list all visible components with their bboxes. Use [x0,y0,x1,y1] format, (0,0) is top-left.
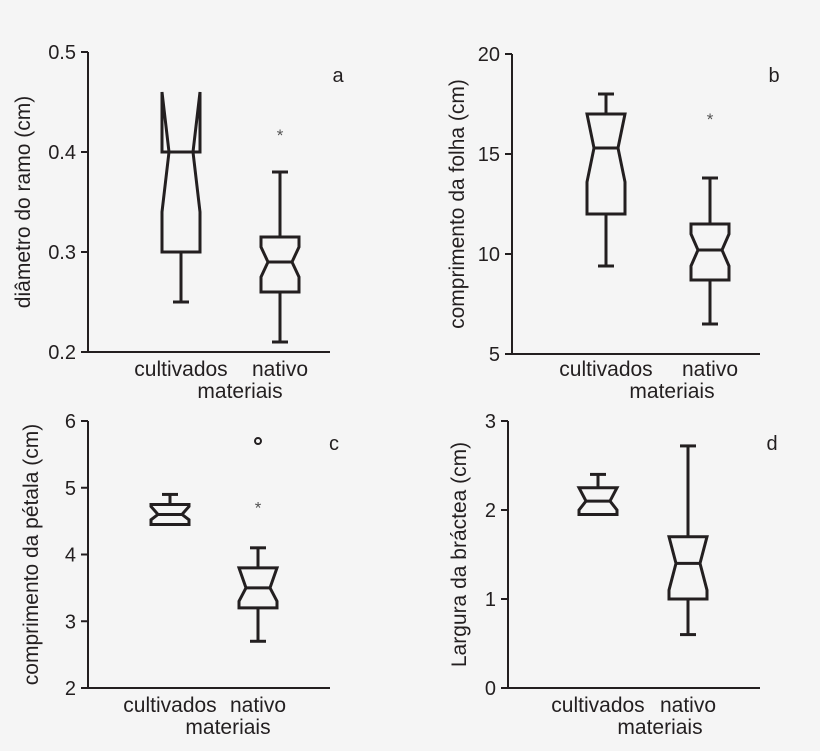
y-tick-label: 3 [485,411,496,433]
box-cultivados [585,92,627,268]
y-tick-label: 3 [65,611,76,633]
y-tick-label: 5 [65,478,76,500]
notched-box [585,112,627,216]
outlier-star: * [707,110,714,129]
outlier-circle [254,437,262,446]
y-tick-label: 1 [485,589,496,611]
notched-box [259,235,301,294]
y-tick-label: 0.2 [48,342,76,364]
x-category-label: nativo [230,694,286,717]
y-tick-label: 0.5 [48,42,76,64]
y-tick-label: 4 [65,545,76,567]
x-category-label: cultivados [559,358,652,381]
y-tick-label: 5 [489,344,500,366]
y-tick-label: 2 [485,500,496,522]
y-axis-title: diâmetro do ramo (cm) [12,96,35,308]
y-tick-label: 10 [478,244,500,266]
y-tick-label: 0.4 [48,142,76,164]
notched-box [576,486,620,516]
x-axis-title: materiais [617,716,702,739]
notched-box [160,91,202,254]
y-tick-label: 6 [65,411,76,433]
notched-box [667,535,709,601]
y-tick-label: 20 [478,44,500,66]
panel-label: b [768,65,779,87]
x-category-label: cultivados [551,694,644,717]
x-category-label: nativo [682,358,738,381]
panel-label: a [332,65,344,87]
y-axis-title: comprimento da folha (cm) [446,79,469,329]
x-category-label: cultivados [134,358,227,381]
box-cultivados [160,91,202,304]
y-tick-label: 15 [478,144,500,166]
x-category-label: cultivados [123,694,216,717]
notched-box [236,566,280,610]
box-nativo: * [259,126,301,344]
box-cultivados [149,492,191,526]
x-axis-title: materiais [185,716,270,739]
y-tick-label: 2 [65,678,76,700]
y-axis-title: Largura da bráctea (cm) [448,442,471,667]
box-cultivados [576,472,620,516]
box-nativo [667,444,709,637]
x-category-label: nativo [252,358,308,381]
box-nativo: * [236,437,280,643]
panel-label: c [329,433,339,455]
panel-label: d [766,433,777,455]
y-tick-label: 0 [485,678,496,700]
outlier-star: * [255,498,262,517]
x-axis-title: materiais [629,380,714,403]
x-axis-title: materiais [197,380,282,403]
box-nativo: * [689,110,731,326]
notched-box [689,222,731,282]
outlier-star: * [277,126,284,145]
notched-box [149,502,191,526]
x-category-label: nativo [660,694,716,717]
y-axis-title: comprimento da pétala (cm) [20,424,43,685]
y-tick-label: 0.3 [48,242,76,264]
